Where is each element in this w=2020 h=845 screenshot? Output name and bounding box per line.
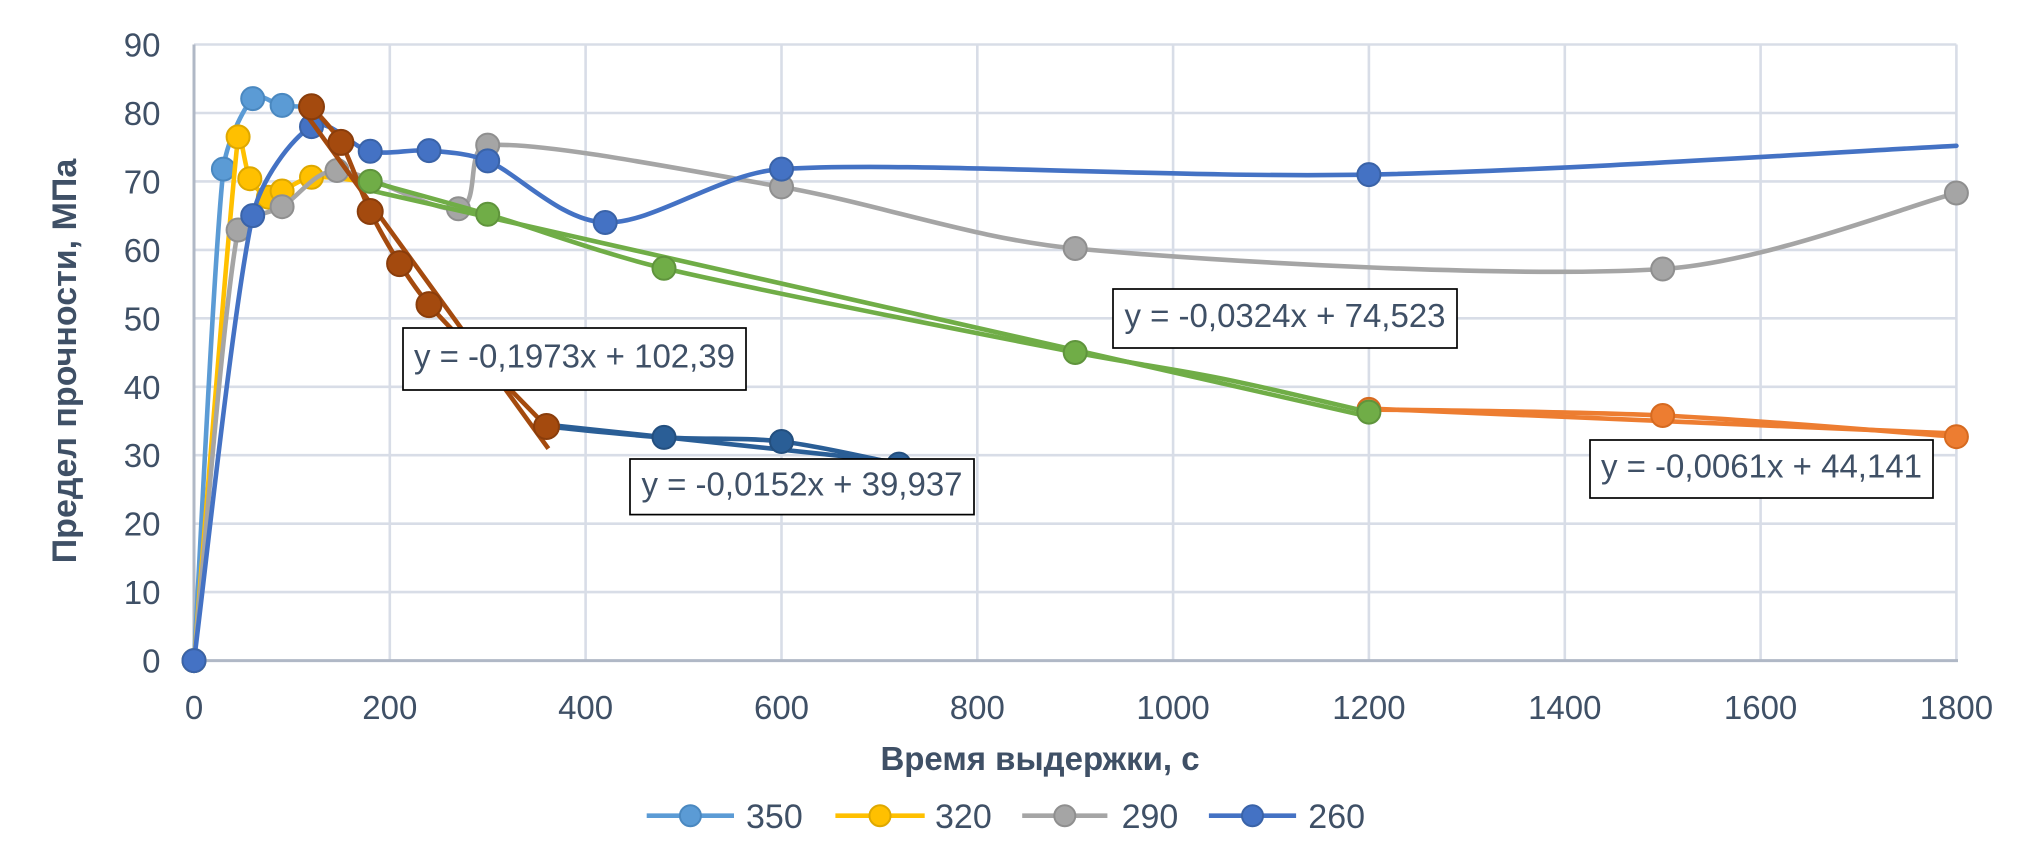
svg-text:600: 600 [754, 689, 809, 726]
svg-text:350: 350 [746, 798, 803, 836]
svg-text:260: 260 [1308, 798, 1365, 836]
svg-text:60: 60 [124, 232, 161, 269]
svg-text:80: 80 [124, 95, 161, 132]
svg-text:290: 290 [1122, 798, 1179, 836]
svg-text:1600: 1600 [1724, 689, 1797, 726]
svg-text:30: 30 [124, 437, 161, 474]
svg-text:20: 20 [124, 506, 161, 543]
svg-text:1000: 1000 [1136, 689, 1209, 726]
svg-text:0: 0 [185, 689, 203, 726]
svg-text:0: 0 [142, 643, 160, 680]
svg-text:1200: 1200 [1332, 689, 1405, 726]
svg-text:y = -0,1973x + 102,39: y = -0,1973x + 102,39 [414, 338, 735, 375]
svg-text:Предел прочности, МПа: Предел прочности, МПа [46, 158, 84, 564]
svg-text:200: 200 [362, 689, 417, 726]
svg-text:1800: 1800 [1920, 689, 1993, 726]
svg-text:70: 70 [124, 163, 161, 200]
svg-text:90: 90 [124, 27, 161, 64]
svg-text:50: 50 [124, 300, 161, 337]
svg-text:y = -0,0061x + 44,141: y = -0,0061x + 44,141 [1601, 448, 1922, 485]
svg-text:Время выдержки, с: Время выдержки, с [880, 740, 1199, 777]
svg-text:800: 800 [950, 689, 1005, 726]
svg-text:40: 40 [124, 369, 161, 406]
svg-text:y = -0,0324x + 74,523: y = -0,0324x + 74,523 [1124, 297, 1445, 334]
svg-text:1400: 1400 [1528, 689, 1601, 726]
svg-text:10: 10 [124, 574, 161, 611]
svg-text:400: 400 [558, 689, 613, 726]
svg-text:y = -0,0152x + 39,937: y = -0,0152x + 39,937 [641, 465, 962, 502]
svg-text:320: 320 [935, 798, 992, 836]
